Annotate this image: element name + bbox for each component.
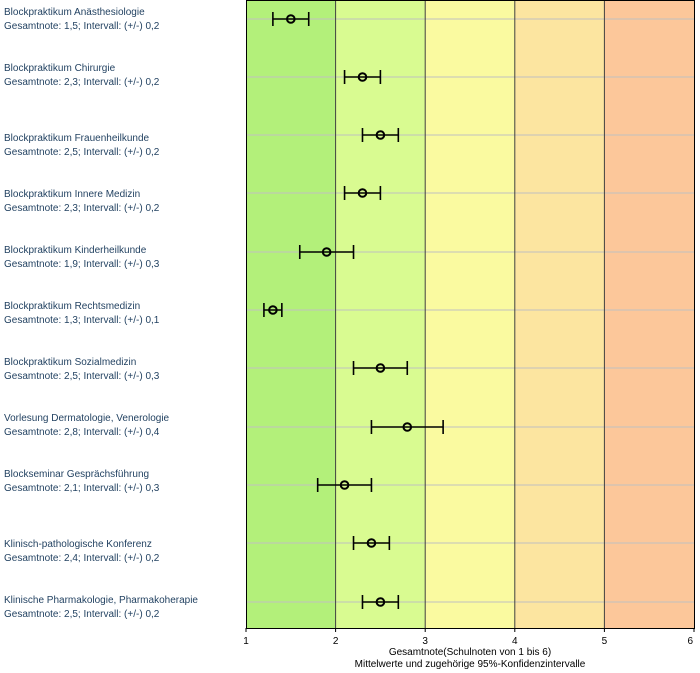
background-bands (246, 0, 694, 628)
item-name: Blockseminar Gesprächsführung (4, 469, 149, 480)
item-detail: Gesamtnote: 2,5; Intervall: (+/-) 0,3 (4, 371, 160, 382)
mean-point (339, 480, 350, 490)
item-detail: Gesamtnote: 2,5; Intervall: (+/-) 0,2 (4, 609, 160, 620)
mean-point (366, 538, 377, 548)
item-detail: Gesamtnote: 1,9; Intervall: (+/-) 0,3 (4, 259, 160, 270)
mean-point (286, 14, 296, 24)
band-dividers (335, 0, 605, 628)
item-name: Blockpraktikum Sozialmedizin (4, 357, 136, 368)
x-tick-label: 6 (687, 636, 693, 647)
item-labels: Blockpraktikum Anästhesiologie Gesamtnote… (4, 7, 198, 620)
item-name: Blockpraktikum Frauenheilkunde (4, 133, 150, 144)
item-detail: Gesamtnote: 2,3; Intervall: (+/-) 0,2 (4, 203, 160, 214)
band-2 (335, 0, 426, 628)
x-axis-label: Gesamtnote(Schulnoten von 1 bis 6) (389, 647, 551, 658)
item-detail: Gesamtnote: 1,3; Intervall: (+/-) 0,1 (4, 315, 160, 326)
item-name: Klinisch-pathologische Konferenz (4, 539, 152, 550)
item-name: Blockpraktikum Innere Medizin (4, 189, 140, 200)
mean-point (402, 422, 413, 432)
x-axis-sublabel: Mittelwerte und zugehörige 95%-Konfidenz… (355, 659, 586, 670)
data-marks (263, 12, 444, 609)
item-detail: Gesamtnote: 2,8; Intervall: (+/-) 0,4 (4, 427, 160, 438)
mean-point (268, 305, 278, 315)
x-tick-label: 1 (243, 636, 249, 647)
band-1 (246, 0, 336, 628)
item-detail: Gesamtnote: 2,3; Intervall: (+/-) 0,2 (4, 77, 160, 88)
mean-point (357, 188, 368, 198)
item-detail: Gesamtnote: 2,4; Intervall: (+/-) 0,2 (4, 553, 160, 564)
mean-point (357, 72, 368, 82)
band-5 (604, 0, 694, 628)
item-detail: Gesamtnote: 2,5; Intervall: (+/-) 0,2 (4, 147, 160, 158)
item-name: Blockpraktikum Kinderheilkunde (4, 245, 147, 256)
gridlines (246, 18, 694, 603)
x-tick-label: 3 (422, 636, 428, 647)
band-4 (514, 0, 605, 628)
x-axis-ticks: 1 2 3 4 5 6 (243, 628, 695, 647)
mean-point (321, 247, 332, 257)
mean-point (375, 363, 386, 373)
x-tick-label: 4 (512, 636, 518, 647)
item-name: Blockpraktikum Anästhesiologie (4, 7, 145, 18)
plot-frame (246, 0, 695, 629)
item-name: Blockpraktikum Rechtsmedizin (4, 301, 140, 312)
item-name: Blockpraktikum Chirurgie (4, 63, 116, 74)
mean-point (375, 130, 386, 140)
item-detail: Gesamtnote: 2,1; Intervall: (+/-) 0,3 (4, 483, 160, 494)
x-tick-label: 2 (333, 636, 339, 647)
item-name: Klinische Pharmakologie, Pharmakoherapie (4, 595, 198, 606)
band-3 (425, 0, 515, 628)
mean-point (375, 597, 386, 607)
x-tick-label: 5 (602, 636, 608, 647)
item-detail: Gesamtnote: 1,5; Intervall: (+/-) 0,2 (4, 21, 160, 32)
item-name: Vorlesung Dermatologie, Venerologie (4, 413, 170, 424)
